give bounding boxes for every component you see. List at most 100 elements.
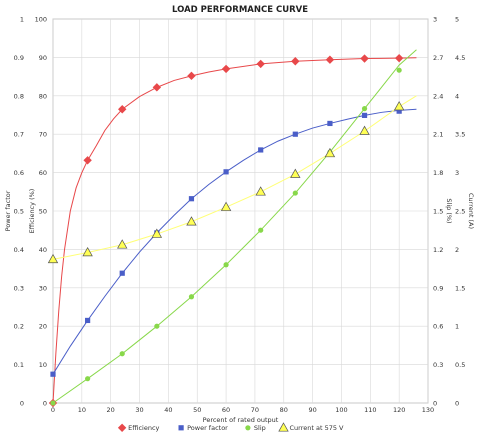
slip-tick: 0	[433, 400, 437, 408]
power-factor-tick: 0.2	[14, 323, 24, 331]
current-tick: 2.5	[455, 208, 465, 216]
data-point-power-factor	[258, 147, 264, 153]
data-point-power-factor	[223, 169, 229, 175]
data-point-current-at-575-v	[117, 239, 128, 249]
data-point-current-at-575-v	[290, 168, 301, 178]
x-tick-label: 100	[335, 406, 347, 414]
current-tick: 3	[455, 169, 459, 177]
data-point-current-at-575-v	[47, 253, 59, 264]
data-point-current-at-575-v	[220, 201, 232, 211]
data-point-slip	[223, 262, 229, 268]
data-point-efficiency	[152, 83, 162, 92]
data-point-power-factor	[188, 196, 195, 202]
power-factor-tick: 1	[20, 16, 24, 24]
power-factor-tick: 0.7	[14, 131, 24, 139]
efficiency-tick: 30	[39, 284, 47, 292]
slip-tick: 1.8	[433, 169, 443, 177]
x-tick-label: 40	[164, 406, 172, 414]
x-tick-label: 80	[280, 406, 288, 414]
current-tick: 0.5	[455, 361, 465, 369]
data-point-power-factor	[361, 112, 368, 118]
x-tick-label: 30	[135, 406, 143, 414]
data-point-slip	[154, 323, 160, 329]
data-point-efficiency	[325, 55, 335, 64]
data-point-efficiency	[221, 64, 231, 74]
slip-tick: 2.7	[433, 54, 443, 62]
data-point-power-factor	[119, 270, 125, 276]
data-point-efficiency	[118, 105, 127, 114]
series-line-current-at-575-v	[52, 95, 417, 260]
current-tick: 2	[455, 246, 459, 254]
data-point-current-at-575-v	[151, 228, 163, 238]
efficiency-tick: 0	[43, 400, 47, 408]
current-tick: 0	[455, 400, 459, 408]
slip-tick: 1.5	[433, 208, 443, 216]
slip-tick: 0.6	[433, 323, 443, 331]
current-tick: 4.5	[455, 54, 465, 62]
efficiency-tick: 20	[39, 323, 47, 331]
efficiency-tick: 70	[39, 131, 47, 139]
power-factor-tick: 0.4	[14, 246, 24, 254]
data-point-power-factor	[396, 108, 402, 114]
data-point-power-factor	[50, 371, 56, 377]
slip-tick: 2.1	[433, 131, 443, 139]
current-axis-label: Current (A)	[467, 193, 475, 229]
data-point-current-at-575-v	[359, 125, 370, 135]
data-point-efficiency	[291, 57, 300, 66]
data-point-current-at-575-v	[255, 186, 266, 196]
slip-tick: 3	[433, 16, 437, 24]
data-point-current-at-575-v	[82, 246, 93, 257]
chart-title: LOAD PERFORMANCE CURVE	[171, 5, 309, 15]
power-factor-tick: 0.9	[14, 54, 24, 62]
efficiency-tick: 10	[39, 361, 47, 369]
x-tick-label: 20	[107, 406, 115, 414]
current-tick: 1.5	[455, 284, 465, 292]
legend-label-current-at-575-v: Current at 575 V	[290, 424, 345, 432]
slip-axis-label: Slip (%)	[445, 198, 453, 223]
efficiency-tick: 50	[39, 208, 47, 216]
data-point-power-factor	[327, 120, 333, 127]
efficiency-tick: 40	[39, 246, 47, 254]
slip-tick: 2.4	[433, 92, 443, 100]
efficiency-tick: 90	[39, 54, 47, 62]
x-axis-label: Percent of rated output	[203, 416, 279, 424]
legend-marker-efficiency	[117, 423, 127, 432]
legend-marker-slip	[245, 425, 251, 431]
data-point-slip	[258, 227, 264, 233]
data-point-slip	[188, 294, 195, 300]
power-factor-tick: 0.8	[14, 92, 24, 100]
legend-marker-current-at-575-v	[278, 422, 289, 432]
legend-label-power-factor: Power factor	[187, 424, 228, 432]
current-tick: 5	[455, 16, 459, 24]
current-tick: 1	[455, 323, 459, 331]
efficiency-tick: 80	[39, 92, 47, 100]
series-line-slip	[52, 49, 417, 404]
slip-tick: 1.2	[433, 246, 443, 254]
x-tick-label: 10	[78, 406, 86, 414]
data-point-efficiency	[394, 53, 404, 63]
data-point-slip	[396, 67, 402, 73]
current-tick: 4	[455, 92, 459, 100]
x-tick-label: 50	[193, 406, 201, 414]
data-point-current-at-575-v	[393, 101, 405, 111]
current-tick: 3.5	[455, 131, 465, 139]
x-tick-label: 0	[51, 406, 55, 414]
power-factor-tick: 0	[20, 400, 24, 408]
x-tick-label: 130	[422, 406, 434, 414]
efficiency-tick: 100	[35, 16, 47, 24]
data-point-slip	[50, 400, 56, 406]
data-point-efficiency	[187, 71, 196, 81]
data-point-slip	[85, 376, 91, 382]
efficiency-tick: 60	[39, 169, 47, 177]
series-line-power-factor	[52, 108, 417, 375]
power-factor-tick: 0.1	[14, 361, 24, 369]
x-tick-label: 60	[222, 406, 230, 414]
x-tick-label: 90	[308, 406, 316, 414]
data-point-current-at-575-v	[324, 147, 336, 158]
legend-label-efficiency: Efficiency	[128, 424, 159, 432]
data-point-power-factor	[292, 131, 298, 137]
data-point-slip	[361, 106, 368, 112]
power-factor-axis-label: Power factor	[4, 190, 12, 231]
power-factor-tick: 0.5	[14, 208, 24, 216]
